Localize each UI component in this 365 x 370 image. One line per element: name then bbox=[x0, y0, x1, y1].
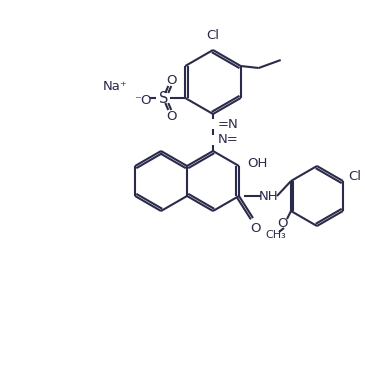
Text: Cl: Cl bbox=[207, 29, 219, 42]
Text: O: O bbox=[278, 216, 288, 229]
Text: Na⁺: Na⁺ bbox=[103, 80, 128, 92]
Text: Cl: Cl bbox=[348, 169, 361, 182]
Text: N=: N= bbox=[218, 132, 239, 145]
Text: OH: OH bbox=[247, 157, 267, 169]
Text: O: O bbox=[166, 74, 177, 87]
Text: O: O bbox=[166, 110, 177, 122]
Text: O: O bbox=[251, 222, 261, 235]
Text: CH₃: CH₃ bbox=[266, 230, 287, 240]
Text: S: S bbox=[159, 91, 168, 105]
Text: =N: =N bbox=[218, 118, 239, 131]
Text: ⁻O: ⁻O bbox=[135, 94, 152, 107]
Text: NH: NH bbox=[259, 189, 279, 202]
